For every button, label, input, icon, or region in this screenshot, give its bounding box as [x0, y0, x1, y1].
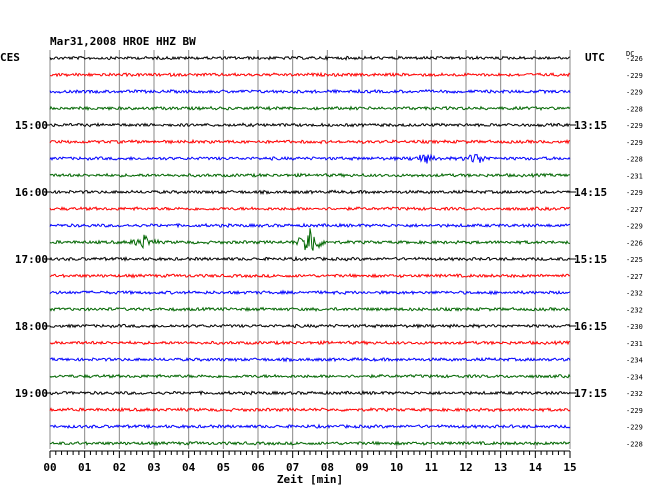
x-tick-label-03: 03: [147, 461, 160, 474]
dc-offset-value: -229: [626, 424, 643, 432]
left-time-label-19:00: 19:00: [15, 387, 48, 400]
grid-lines: [49, 50, 571, 449]
time-labels: 15:00 16:00 17:00 18:00 19:00 13:15 14:15 15:15…: [15, 119, 607, 400]
trace-3: [49, 88, 571, 95]
chart-title: Mar31,2008 HROE HHZ BW: [50, 35, 196, 48]
trace-21: [49, 390, 571, 396]
trace-4: [49, 105, 571, 111]
dc-offset-value: -225: [626, 256, 643, 264]
x-tick-label-05: 05: [217, 461, 230, 474]
right-timezone-label: UTC: [585, 51, 605, 64]
dc-offset-column: -226 -229 -229 -228 -229 -229 -228 -231 -229 -227…: [626, 55, 643, 448]
left-timezone-label: CES: [0, 51, 20, 64]
dc-offset-value: -229: [626, 72, 643, 80]
trace-23: [49, 423, 571, 430]
trace-22: [49, 406, 571, 413]
dc-offset-value: -228: [626, 156, 643, 164]
x-tick-label-13: 13: [494, 461, 507, 474]
dc-offset-value: -229: [626, 122, 643, 130]
dc-offset-value: -229: [626, 189, 643, 197]
x-tick-label-04: 04: [182, 461, 196, 474]
dc-offset-value: -229: [626, 139, 643, 147]
dc-offset-value: -228: [626, 440, 643, 448]
left-time-label-16:00: 16:00: [15, 186, 48, 199]
trace-14: [49, 273, 571, 279]
trace-6: [49, 138, 571, 145]
dc-offset-value: -227: [626, 206, 643, 214]
trace-20: [49, 373, 571, 379]
dc-offset-value: -231: [626, 172, 643, 180]
x-tick-label-12: 12: [459, 461, 472, 474]
right-time-label-14:15: 14:15: [574, 186, 607, 199]
dc-offset-value: -229: [626, 223, 643, 231]
trace-7: [49, 153, 571, 164]
dc-offset-value: -226: [626, 55, 643, 63]
trace-2: [49, 71, 571, 78]
x-tick-label-07: 07: [286, 461, 299, 474]
right-time-label-16:15: 16:15: [574, 320, 607, 333]
x-tick-label-10: 10: [390, 461, 403, 474]
dc-offset-value: -228: [626, 105, 643, 113]
x-tick-label-01: 01: [78, 461, 92, 474]
dc-offset-value: -227: [626, 273, 643, 281]
trace-16: [49, 306, 571, 312]
right-time-label-15:15: 15:15: [574, 253, 607, 266]
x-axis: 00 01 02 03 04 05 06 07 08 09 10 11 12 13 14 15: [43, 450, 577, 474]
x-tick-label-00: 00: [43, 461, 56, 474]
trace-1: [49, 54, 571, 61]
dc-header-label: DC: [626, 50, 634, 58]
x-axis-label: Zeit [min]: [277, 473, 343, 486]
left-time-label-15:00: 15:00: [15, 119, 48, 132]
trace-15: [49, 289, 571, 296]
x-tick-label-14: 14: [529, 461, 543, 474]
dc-offset-value: -232: [626, 390, 643, 398]
x-tick-label-09: 09: [355, 461, 368, 474]
trace-13: [49, 255, 571, 262]
right-time-label-13:15: 13:15: [574, 119, 607, 132]
x-tick-label-02: 02: [113, 461, 126, 474]
right-time-label-17:15: 17:15: [574, 387, 607, 400]
trace-19: [49, 356, 571, 363]
x-tick-label-11: 11: [425, 461, 439, 474]
x-tick-label-08: 08: [321, 461, 334, 474]
dc-offset-value: -234: [626, 357, 643, 365]
trace-12: [49, 228, 571, 251]
left-time-label-17:00: 17:00: [15, 253, 48, 266]
dc-offset-value: -226: [626, 239, 643, 247]
trace-24: [49, 440, 571, 447]
dc-offset-value: -231: [626, 340, 643, 348]
trace-18: [49, 339, 571, 346]
trace-11: [49, 222, 571, 229]
dc-offset-value: -232: [626, 306, 643, 314]
trace-17: [49, 323, 571, 329]
dc-offset-value: -230: [626, 323, 643, 331]
x-tick-label-06: 06: [251, 461, 265, 474]
trace-10: [49, 206, 571, 212]
trace-9: [49, 189, 571, 195]
left-time-label-18:00: 18:00: [15, 320, 48, 333]
dc-offset-value: -234: [626, 373, 643, 381]
dc-offset-value: -229: [626, 89, 643, 97]
trace-5: [49, 122, 570, 128]
x-tick-label-15: 15: [563, 461, 576, 474]
seismic-traces: [49, 54, 571, 447]
dc-offset-value: -232: [626, 290, 643, 298]
dc-offset-value: -229: [626, 407, 643, 415]
trace-8: [49, 172, 571, 179]
